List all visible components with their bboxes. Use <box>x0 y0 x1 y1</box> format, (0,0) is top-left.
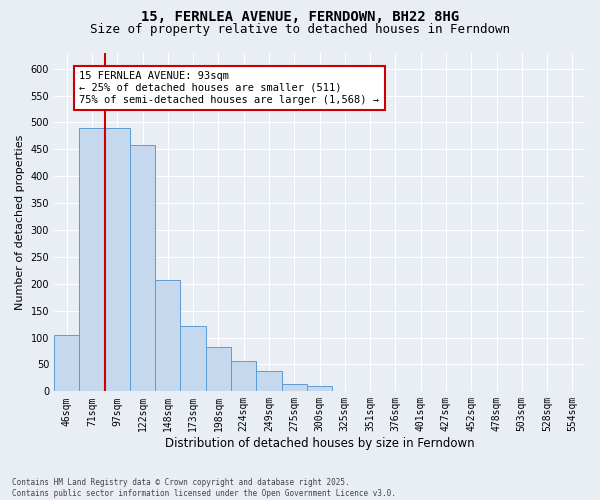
Bar <box>281 384 307 392</box>
Bar <box>307 386 332 392</box>
Text: 15 FERNLEA AVENUE: 93sqm
← 25% of detached houses are smaller (511)
75% of semi-: 15 FERNLEA AVENUE: 93sqm ← 25% of detach… <box>79 72 379 104</box>
Bar <box>104 128 130 392</box>
X-axis label: Distribution of detached houses by size in Ferndown: Distribution of detached houses by size … <box>165 437 475 450</box>
Y-axis label: Number of detached properties: Number of detached properties <box>15 134 25 310</box>
Bar <box>181 326 206 392</box>
Bar <box>54 335 79 392</box>
Text: Size of property relative to detached houses in Ferndown: Size of property relative to detached ho… <box>90 22 510 36</box>
Bar <box>231 360 256 392</box>
Bar <box>79 128 104 392</box>
Bar <box>155 280 181 392</box>
Bar <box>130 145 155 392</box>
Text: Contains HM Land Registry data © Crown copyright and database right 2025.
Contai: Contains HM Land Registry data © Crown c… <box>12 478 396 498</box>
Bar <box>206 347 231 392</box>
Bar <box>256 371 281 392</box>
Text: 15, FERNLEA AVENUE, FERNDOWN, BH22 8HG: 15, FERNLEA AVENUE, FERNDOWN, BH22 8HG <box>141 10 459 24</box>
